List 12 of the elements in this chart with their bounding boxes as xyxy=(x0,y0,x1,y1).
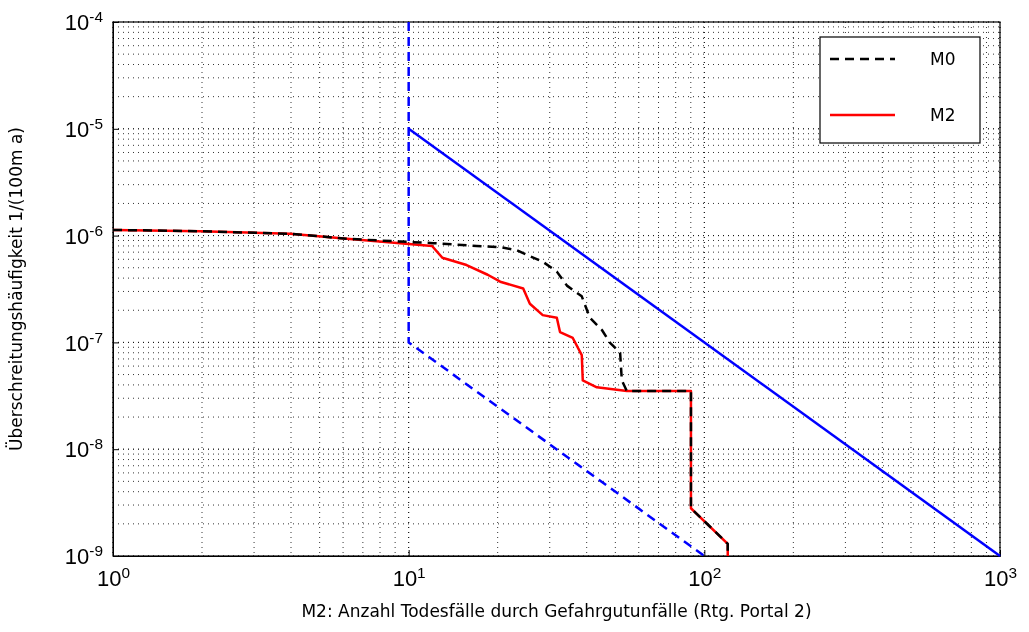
x-tick-label: 10$^{2}$ xyxy=(688,563,722,591)
x-axis-title: M2: Anzahl Todesfälle durch Gefahrgutunfälle (Rtg. Portal 2) xyxy=(301,601,812,621)
y-tick-label: 10$^{-4}$ xyxy=(64,7,104,36)
legend-label: M0 xyxy=(930,48,956,69)
x-tick-label: 10$^{3}$ xyxy=(983,563,1018,591)
x-tick-label: 10$^{1}$ xyxy=(392,563,426,591)
y-tick-label: 10$^{-7}$ xyxy=(64,328,103,356)
y-tick-label: 10$^{-5}$ xyxy=(64,114,103,142)
y-tick-label: 10$^{-6}$ xyxy=(64,221,103,249)
y-tick-label: 10$^{-8}$ xyxy=(64,434,103,463)
legend-label: M2 xyxy=(930,104,956,125)
y-axis-title: Überschreitungshäufigkeit 1/(100m a) xyxy=(5,127,26,451)
